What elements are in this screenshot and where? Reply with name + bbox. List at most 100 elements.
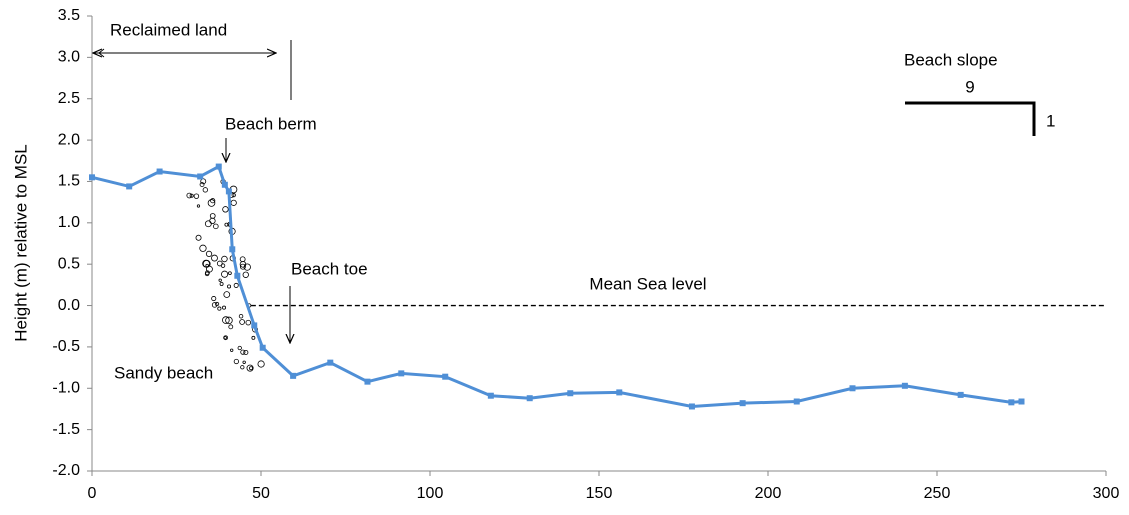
y-tick-label: -0.5 xyxy=(52,338,80,355)
marker xyxy=(849,385,856,392)
marker xyxy=(1018,398,1025,405)
pebble xyxy=(230,199,237,206)
slope-indicator xyxy=(905,101,1036,136)
pebble xyxy=(222,316,230,324)
marker xyxy=(156,168,163,175)
annotation: Sandy beach xyxy=(114,363,213,382)
pebble xyxy=(211,302,218,308)
marker xyxy=(398,370,405,377)
y-tick-label: 2.0 xyxy=(58,131,80,148)
pebble xyxy=(218,278,222,282)
profile-line xyxy=(91,164,1022,408)
pebble xyxy=(213,223,219,230)
pebble xyxy=(243,349,249,355)
pebble xyxy=(199,244,207,252)
pebble xyxy=(214,301,220,307)
pebble xyxy=(222,305,227,310)
marker xyxy=(259,344,266,351)
marker xyxy=(957,391,964,398)
pebble xyxy=(209,217,216,225)
marker xyxy=(251,322,258,329)
pebble xyxy=(193,193,200,199)
pebble xyxy=(223,291,231,298)
pebble xyxy=(233,282,239,288)
marker xyxy=(89,174,95,181)
pebble xyxy=(237,345,242,351)
marker xyxy=(616,389,623,396)
pebble xyxy=(186,192,193,199)
y-tick-label: 1.5 xyxy=(58,173,80,190)
pebble xyxy=(239,319,245,325)
marker xyxy=(487,392,494,399)
y-tick-label: 0.5 xyxy=(58,255,80,272)
pebble xyxy=(225,316,233,325)
marker xyxy=(567,390,574,397)
pebble xyxy=(189,193,194,198)
x-tick-label: 300 xyxy=(1093,485,1120,502)
pebble xyxy=(233,358,239,365)
pebble xyxy=(242,271,249,278)
marker xyxy=(234,272,241,279)
pebble xyxy=(217,306,222,311)
pebble xyxy=(240,349,246,355)
y-tick-label: 1.0 xyxy=(58,214,80,231)
marker xyxy=(229,246,236,253)
pebble xyxy=(207,199,216,207)
annotation: Beach slope xyxy=(904,50,998,69)
pebble xyxy=(228,271,232,276)
mean-sea-level-label: Mean Sea level xyxy=(589,274,706,293)
pebble xyxy=(228,324,234,330)
pebble xyxy=(209,213,216,219)
x-tick-label: 50 xyxy=(252,485,270,502)
pebble xyxy=(202,187,209,193)
y-axis-title: Height (m) relative to MSL xyxy=(11,144,30,341)
annotation: Beach toe xyxy=(291,259,368,278)
marker xyxy=(327,359,334,366)
x-tick-label: 0 xyxy=(88,485,97,502)
pebble xyxy=(227,284,232,289)
pebble xyxy=(196,204,201,208)
pebble xyxy=(211,296,217,302)
y-tick-label: 0.0 xyxy=(58,297,80,314)
marker xyxy=(197,173,204,180)
y-tick-label: 3.0 xyxy=(58,49,80,66)
marker xyxy=(364,378,371,385)
annotation: Beach berm xyxy=(225,114,317,133)
pebble xyxy=(257,360,265,368)
pebble xyxy=(204,220,212,228)
x-tick-label: 100 xyxy=(417,485,444,502)
pebble xyxy=(200,178,207,185)
marker xyxy=(793,398,800,405)
marker xyxy=(290,372,297,379)
pebble xyxy=(242,360,246,364)
marker xyxy=(526,395,533,402)
pebble xyxy=(249,366,253,371)
pebble xyxy=(205,270,210,276)
pebble xyxy=(205,250,213,258)
marker xyxy=(688,403,695,410)
pebble xyxy=(211,254,218,262)
pebble xyxy=(246,364,254,372)
marker xyxy=(126,183,133,190)
annotation: Reclaimed land xyxy=(110,20,227,39)
marker xyxy=(901,382,908,389)
pebble xyxy=(199,182,205,188)
y-tick-label: 3.5 xyxy=(58,7,80,24)
marker xyxy=(225,188,232,195)
pebble xyxy=(245,319,252,326)
pebble xyxy=(216,260,223,267)
pebble xyxy=(221,255,228,263)
y-tick-label: 2.5 xyxy=(58,90,80,107)
y-tick-label: -1.0 xyxy=(52,379,80,396)
pebble xyxy=(195,234,202,241)
marker xyxy=(739,400,746,407)
pebble xyxy=(223,335,229,341)
annotation: 1 xyxy=(1046,111,1055,130)
decorations xyxy=(186,178,265,372)
x-tick-label: 150 xyxy=(586,485,613,502)
pebble xyxy=(202,259,210,268)
pebble xyxy=(240,365,245,370)
pebble xyxy=(243,263,251,271)
marker xyxy=(442,373,449,380)
